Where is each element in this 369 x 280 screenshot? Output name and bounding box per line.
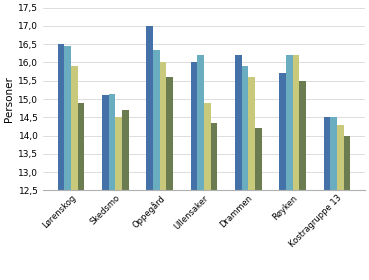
Bar [191, 62, 197, 190]
Bar [160, 62, 166, 190]
Bar [197, 55, 204, 190]
Bar [279, 73, 286, 190]
Bar [211, 123, 217, 190]
Bar [115, 117, 122, 190]
Bar [324, 117, 330, 190]
Bar [337, 125, 344, 190]
Bar [242, 66, 248, 190]
Y-axis label: Personer: Personer [4, 76, 14, 122]
Bar [153, 50, 160, 190]
Bar [102, 95, 109, 190]
Bar [65, 46, 71, 190]
Bar [299, 81, 306, 190]
Bar [248, 77, 255, 190]
Bar [122, 110, 129, 190]
Bar [344, 136, 350, 190]
Bar [204, 103, 211, 190]
Bar [71, 66, 78, 190]
Bar [146, 26, 153, 190]
Bar [235, 55, 242, 190]
Bar [255, 128, 262, 190]
Bar [286, 55, 293, 190]
Bar [166, 77, 173, 190]
Bar [293, 55, 299, 190]
Bar [58, 44, 65, 190]
Bar [109, 94, 115, 190]
Bar [78, 103, 85, 190]
Bar [330, 117, 337, 190]
